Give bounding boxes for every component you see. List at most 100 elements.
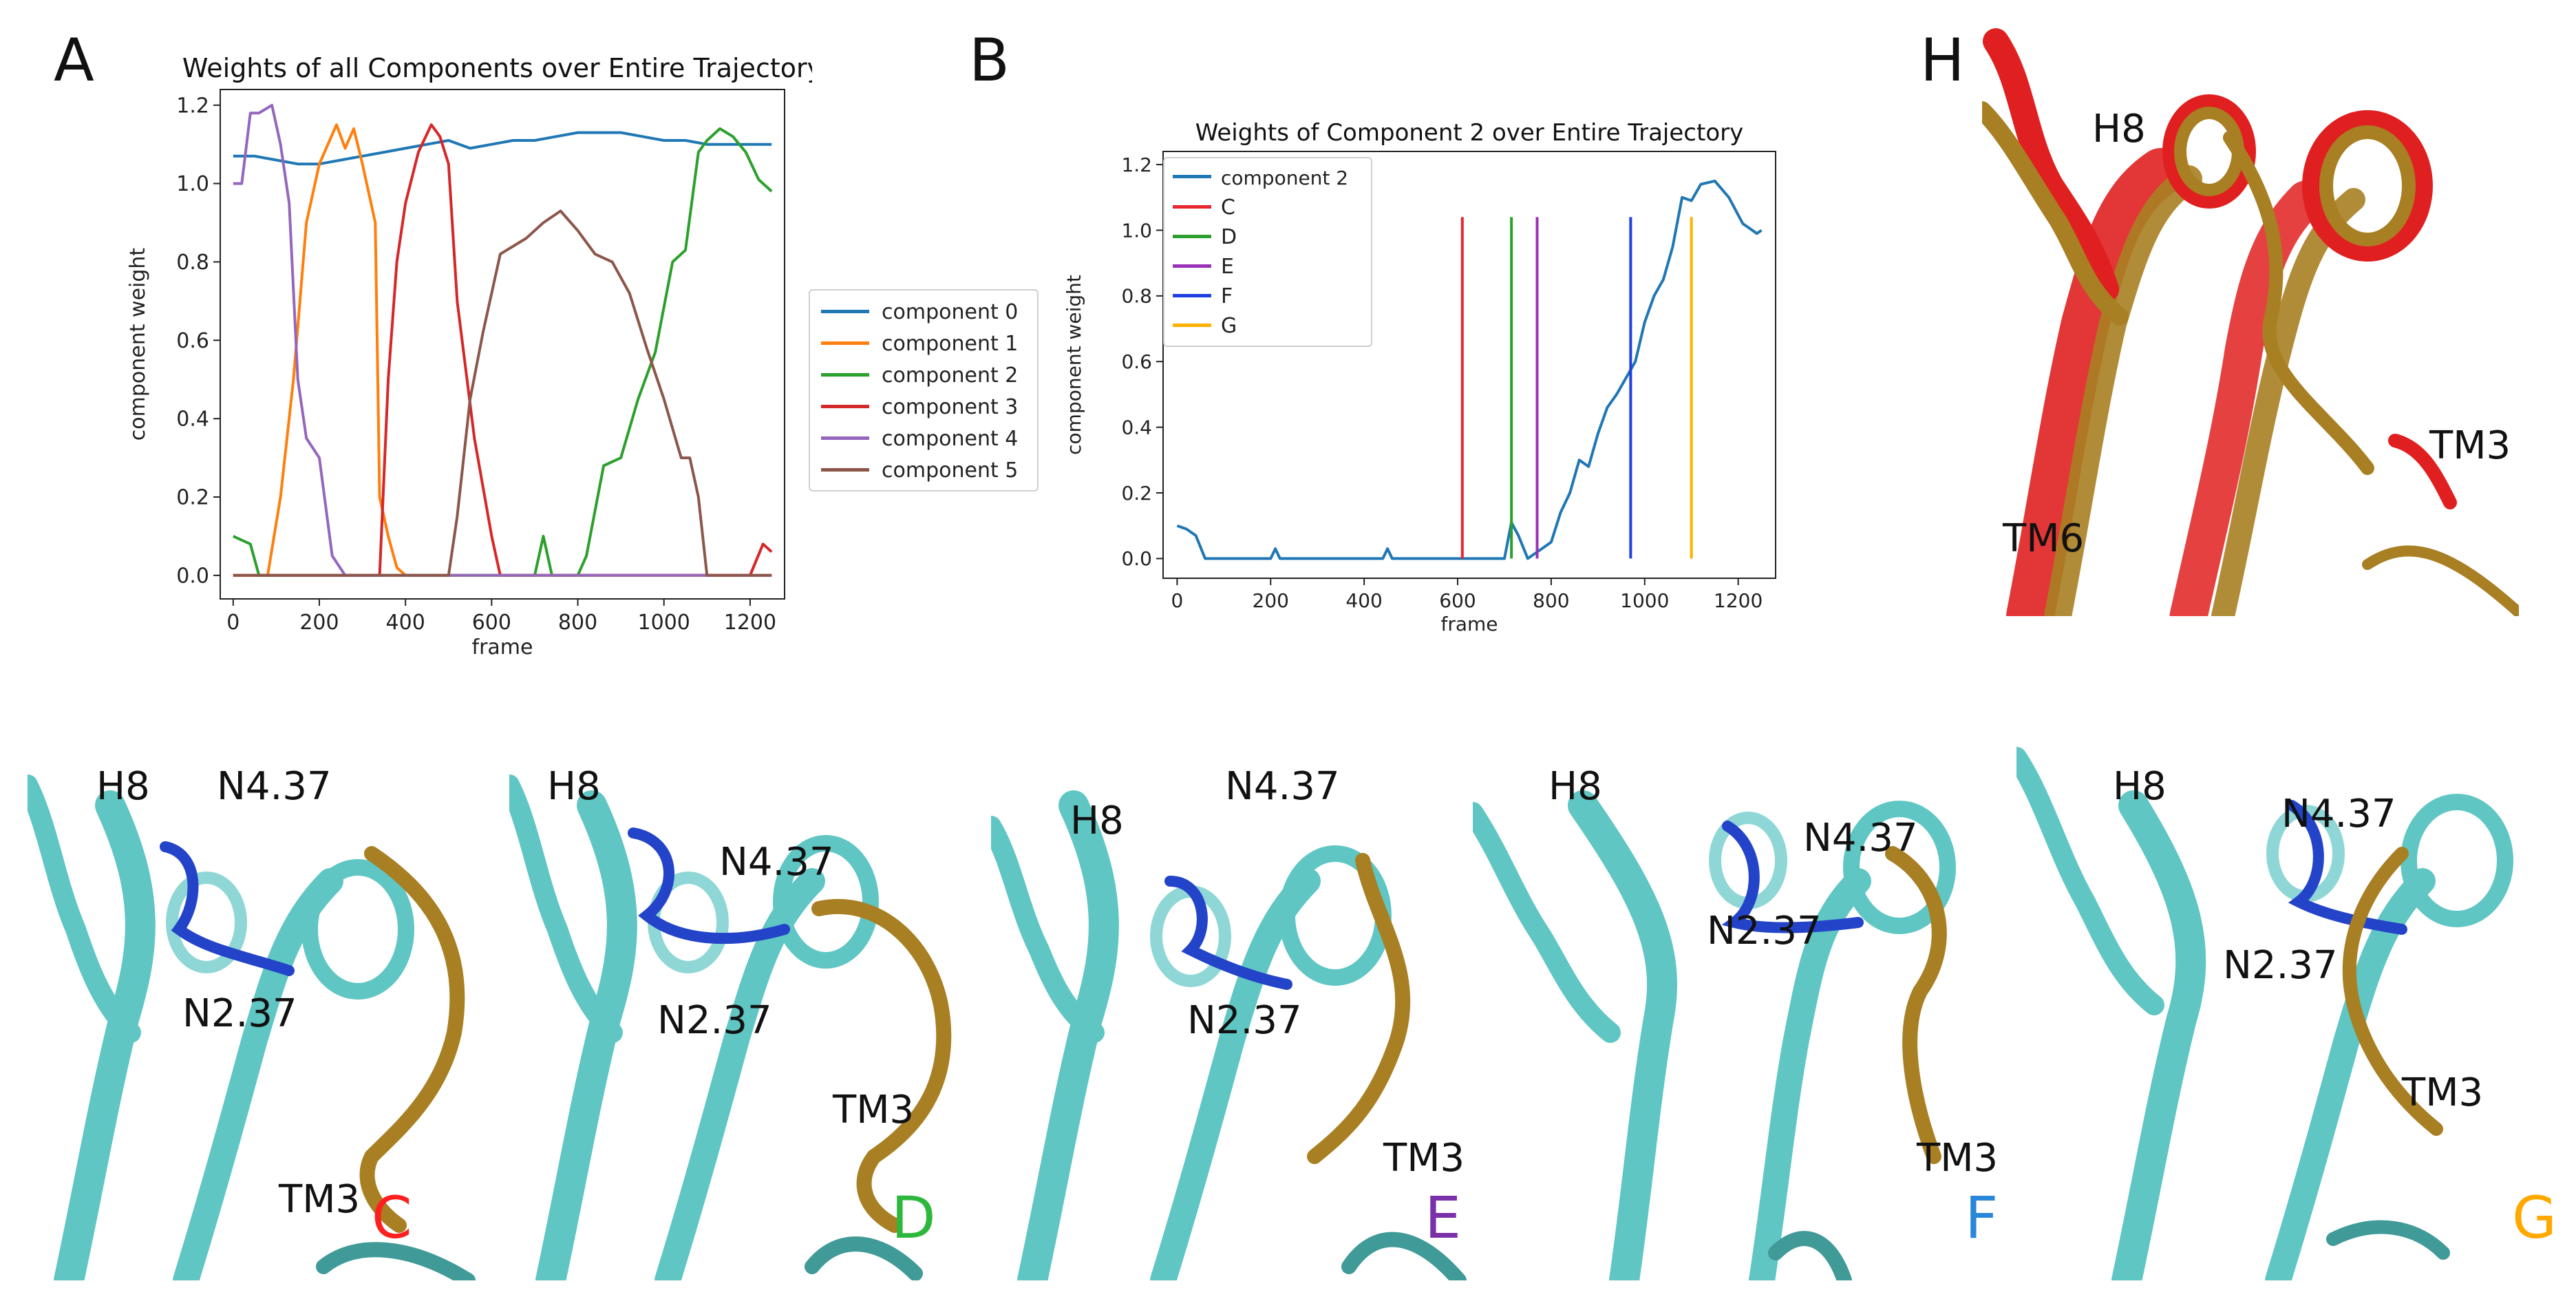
snapshot-g-label-n237: N2.37 xyxy=(2223,943,2338,988)
snapshot-g-helix-top-right xyxy=(2401,794,2513,927)
snapshot-c-state-letter: C xyxy=(372,1184,412,1252)
snapshot-d-helix-left xyxy=(535,790,637,1280)
panel-letter-b: B xyxy=(969,26,1010,95)
panel-h-label-h8: H8 xyxy=(2092,107,2146,151)
legend-swatch-component-0 xyxy=(821,310,869,313)
x-tick-label: 400 xyxy=(1345,589,1382,612)
snapshot-c-helix-h8 xyxy=(28,774,141,1043)
snapshot-f-state-letter: F xyxy=(1965,1184,1999,1252)
y-tick-label: 1.2 xyxy=(176,94,209,118)
snapshot-state-c: H8 N4.37 N2.37 TM3 C xyxy=(28,743,509,1280)
legend-swatch-b-component-2 xyxy=(1173,175,1211,178)
snapshot-c-label-n437: N4.37 xyxy=(217,764,332,809)
x-tick-label: 600 xyxy=(1439,589,1476,612)
snapshot-c-blue-loop xyxy=(160,841,295,976)
panel-h-helix-top-mid-red xyxy=(2162,94,2256,209)
panel-h-gold-lower-tail xyxy=(2362,545,2519,616)
snapshot-d-label-n237: N2.37 xyxy=(657,998,772,1043)
legend-swatch-component-3 xyxy=(821,405,869,408)
legend-label-component-1: component 1 xyxy=(882,332,1019,356)
snapshot-d-gold-loop xyxy=(811,898,952,1233)
chart-title: Weights of all Components over Entire Tr… xyxy=(182,53,812,83)
legend-swatch-component-5 xyxy=(821,468,869,472)
snapshot-state-e: H8 N4.37 N2.37 TM3 E xyxy=(991,743,1473,1280)
y-tick-label: 0.8 xyxy=(176,251,209,275)
x-tick-label: 0 xyxy=(1171,589,1183,612)
y-tick-label: 0.6 xyxy=(1121,350,1152,373)
plot-frame xyxy=(220,89,785,600)
snapshot-f-label-n437: N4.37 xyxy=(1803,816,1918,860)
panel-h-helix-top-right-gold xyxy=(2319,125,2416,246)
x-tick-label: 1200 xyxy=(724,611,776,635)
snapshot-state-d: H8 N4.37 N2.37 TM3 D xyxy=(509,743,991,1280)
panel-h-label-tm3: TM3 xyxy=(2429,423,2511,468)
legend-label-component-3: component 3 xyxy=(882,395,1019,419)
legend-swatch-b-c xyxy=(1173,205,1211,209)
legend-label-component-5: component 5 xyxy=(882,458,1019,483)
panel-h-helix-top-mid-gold xyxy=(2174,107,2244,196)
y-tick-label: 0.0 xyxy=(176,564,209,588)
snapshot-e-state-letter: E xyxy=(1425,1184,1462,1252)
chart-title: Weights of Component 2 over Entire Traje… xyxy=(1195,119,1743,147)
legend-swatch-b-g xyxy=(1173,324,1211,327)
panel-h-helix-top-right-red xyxy=(2302,110,2433,262)
snapshot-c-gold-loop xyxy=(359,846,465,1233)
legend-label-b-e: E xyxy=(1221,255,1234,279)
series-line xyxy=(233,123,772,577)
x-tick-label: 0 xyxy=(226,611,239,635)
snapshot-d-blue-loop xyxy=(628,827,790,944)
snapshot-c-helix-right xyxy=(173,868,343,1280)
x-axis-label: frame xyxy=(472,635,533,659)
snapshot-e-lower-tail xyxy=(1341,1232,1467,1280)
snapshot-e-label-n437: N4.37 xyxy=(1225,764,1340,809)
series-line xyxy=(233,131,772,166)
x-tick-label: 1200 xyxy=(1714,589,1763,612)
snapshot-g-gold-loop xyxy=(2342,847,2443,1136)
y-tick-label: 1.0 xyxy=(1121,219,1152,242)
panel-h-red-helix-tm6 xyxy=(2006,148,2185,616)
snapshot-c-label-tm3: TM3 xyxy=(279,1177,361,1222)
x-tick-label: 1000 xyxy=(638,611,690,635)
snapshot-c-helix-left xyxy=(54,790,156,1280)
panel-h-h8-gold xyxy=(1982,101,2129,326)
legend-swatch-component-2 xyxy=(821,373,869,377)
panel-h-h8-red xyxy=(1983,28,2119,302)
legend-label-b-g: G xyxy=(1221,314,1237,338)
panel-h-structure-overlay: H8 TM3 TM6 xyxy=(1982,28,2519,616)
panel-h-gold-helix-tm6 xyxy=(2044,165,2202,616)
y-axis-label: component weight xyxy=(1063,275,1085,455)
snapshot-f-helix-h8 xyxy=(1473,802,1621,1043)
x-tick-label: 400 xyxy=(386,611,425,635)
snapshot-g-helix-left xyxy=(2111,790,2206,1280)
snapshot-e-label-n237: N2.37 xyxy=(1187,998,1302,1043)
snapshot-f-helix-top-right xyxy=(1843,801,1956,934)
snapshot-f-lower-tail xyxy=(1768,1231,1852,1280)
y-tick-label: 0.4 xyxy=(176,408,209,432)
y-tick-label: 1.2 xyxy=(1121,154,1152,176)
panel-h-ribbons xyxy=(1982,28,2519,616)
snapshot-state-g: H8 N4.37 N2.37 TM3 G xyxy=(2016,743,2553,1280)
x-tick-label: 800 xyxy=(1533,589,1569,612)
snapshot-c-label-h8: H8 xyxy=(96,764,150,809)
legend-swatch-component-1 xyxy=(821,341,869,345)
snapshot-d-helix-h8 xyxy=(509,774,623,1043)
snapshot-c-ribbons xyxy=(28,774,476,1280)
chart-all-components: Weights of all Components over Entire Tr… xyxy=(126,53,812,659)
snapshot-g-ribbons xyxy=(2016,747,2513,1280)
snapshot-e-blue-loop xyxy=(1164,876,1292,990)
series-line xyxy=(232,127,773,577)
plot-frame xyxy=(1162,151,1776,579)
snapshot-d-ribbons xyxy=(509,774,952,1280)
snapshot-f-blue-loop xyxy=(1721,821,1864,933)
snapshot-c-lower-tail xyxy=(316,1242,476,1280)
snapshot-c-label-n237: N2.37 xyxy=(182,991,297,1036)
panel-h-red-lower-stub xyxy=(2388,434,2457,509)
snapshot-e-helix-right xyxy=(1150,868,1321,1280)
snapshot-e-helix-h8 xyxy=(991,816,1105,1043)
legend-swatch-b-d xyxy=(1173,235,1211,238)
snapshot-d-label-n437: N4.37 xyxy=(719,840,834,885)
snapshot-g-label-n437: N4.37 xyxy=(2281,792,2396,836)
snapshot-f-label-h8: H8 xyxy=(1548,764,1602,809)
y-axis-label: component weight xyxy=(126,248,150,441)
snapshot-d-helix-top-right xyxy=(773,835,879,969)
